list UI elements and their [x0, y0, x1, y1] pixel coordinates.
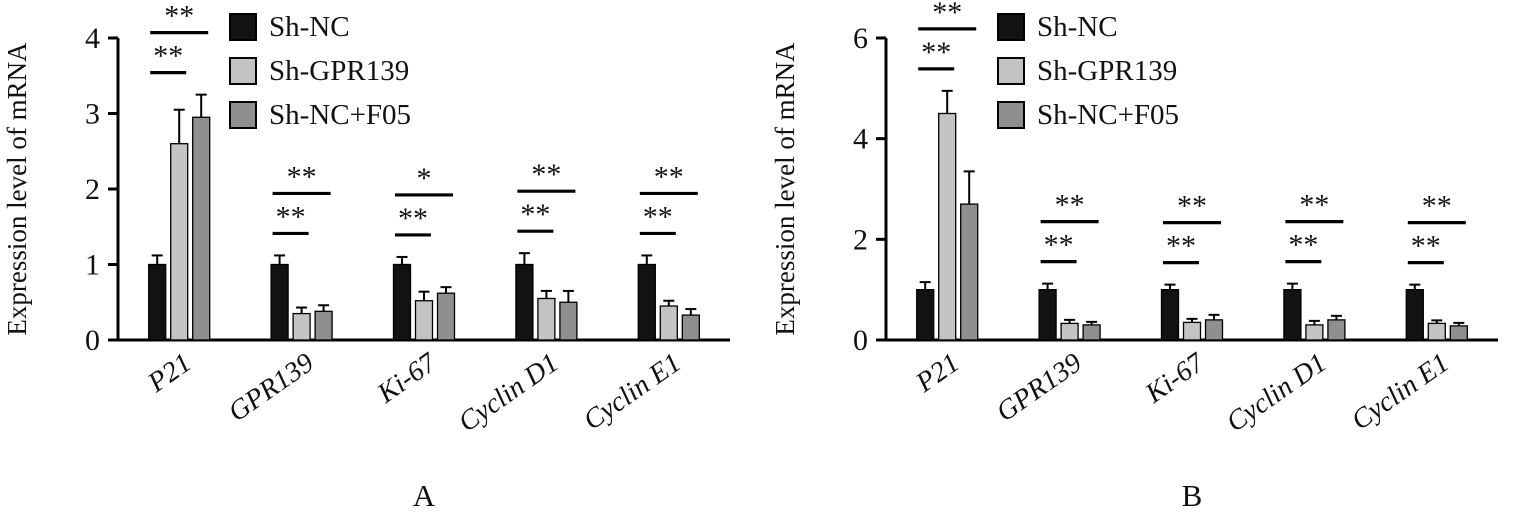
bar-Sh-NC+F05 [192, 116, 211, 341]
bar-Sh-NC [515, 263, 534, 341]
bar-Sh-NC+F05 [314, 310, 333, 341]
sig-label-lower: ** [520, 198, 550, 231]
sig-label-lower: ** [643, 200, 673, 233]
legend-swatch-3 [997, 101, 1025, 129]
x-category-label: Cyclin E1 [1346, 347, 1455, 436]
bar-Sh-NC [1160, 289, 1180, 341]
y-axis-label: Expression level of mRNA [2, 42, 32, 336]
bar-Sh-NC+F05 [1449, 325, 1468, 341]
sig-label-lower: ** [276, 200, 306, 233]
bar-Sh-NC+F05 [681, 314, 700, 341]
x-category-label: Ki-67 [1139, 347, 1211, 410]
sig-label-lower: ** [921, 36, 951, 69]
bar-Sh-GPR139 [537, 297, 556, 341]
bar-Sh-NC [916, 289, 935, 341]
sig-label-upper: ** [531, 158, 561, 191]
panel-letter: A [413, 478, 436, 513]
bar-Sh-GPR139 [1060, 322, 1079, 341]
y-tick-label: 2 [853, 223, 868, 256]
bar-Sh-GPR139 [1182, 321, 1202, 341]
y-axis-label: Expression level of mRNA [770, 42, 800, 336]
sig-label-lower: ** [1166, 230, 1196, 263]
legend-label-3: Sh-NC+F05 [1037, 99, 1179, 131]
legend-swatch-2 [229, 57, 257, 85]
y-tick-label: 0 [85, 324, 100, 357]
bar-Sh-NC+F05 [1082, 324, 1101, 341]
y-tick-label: 4 [85, 22, 100, 55]
sig-label-lower: ** [153, 40, 183, 73]
sig-label-upper: ** [1177, 190, 1207, 223]
panel-A: 0 1 2 3 4 Expression level of mRNA P21 ** ** GPR1… [2, 0, 730, 513]
bar-Sh-NC+F05 [1204, 319, 1224, 341]
bar-Sh-GPR139 [170, 143, 189, 341]
legend-label-1: Sh-NC [269, 11, 350, 43]
bar-Sh-GPR139 [659, 305, 678, 341]
sig-label-upper: ** [932, 0, 962, 29]
y-tick-label: 4 [853, 123, 868, 156]
legend-swatch-1 [229, 13, 257, 41]
y-tick-label: 3 [85, 98, 100, 131]
bar-Sh-NC [148, 263, 167, 341]
bar-Sh-GPR139 [292, 312, 311, 341]
legend-label-3: Sh-NC+F05 [269, 99, 411, 131]
sig-label-lower: ** [1411, 230, 1441, 263]
y-tick-label: 1 [85, 249, 100, 282]
bar-Sh-GPR139 [414, 300, 434, 341]
sig-label-upper: ** [654, 160, 684, 193]
sig-label-lower: ** [398, 202, 428, 235]
legend-swatch-2 [997, 57, 1025, 85]
sig-label-upper: ** [164, 0, 194, 33]
legend-label-2: Sh-GPR139 [269, 55, 409, 87]
x-category-label: P21 [910, 347, 966, 399]
panel-letter: B [1182, 478, 1203, 513]
legend-swatch-1 [997, 13, 1025, 41]
x-category-label: Cyclin D1 [1221, 347, 1332, 438]
sig-label-upper: ** [1422, 190, 1452, 223]
legend-label-1: Sh-NC [1037, 11, 1118, 43]
x-category-label: Cyclin E1 [578, 347, 687, 436]
x-category-label: P21 [142, 347, 198, 399]
x-category-label: GPR139 [991, 347, 1088, 428]
x-category-label: GPR139 [223, 347, 320, 428]
bar-Sh-NC [392, 263, 412, 341]
bar-Sh-GPR139 [1305, 324, 1324, 341]
legend-label-2: Sh-GPR139 [1037, 55, 1177, 87]
y-tick-label: 6 [853, 22, 868, 55]
bar-Sh-NC [637, 263, 656, 341]
sig-label-upper: * [417, 162, 432, 195]
bar-Sh-NC [270, 263, 289, 341]
bar-Sh-NC+F05 [436, 292, 456, 341]
y-tick-label: 0 [853, 324, 868, 357]
bar-Sh-GPR139 [938, 112, 957, 341]
y-tick-label: 2 [85, 173, 100, 206]
sig-label-lower: ** [1044, 229, 1074, 262]
x-category-label: Ki-67 [371, 347, 443, 410]
sig-label-upper: ** [287, 160, 317, 193]
legend-swatch-3 [229, 101, 257, 129]
x-category-label: Cyclin D1 [453, 347, 564, 438]
sig-label-upper: ** [1299, 189, 1329, 222]
bar-Sh-GPR139 [1427, 322, 1446, 341]
bar-Sh-NC+F05 [559, 301, 578, 341]
bar-Sh-NC [1038, 289, 1057, 341]
bar-chart-panel-B: 0 2 4 6 Expression level of mRNA P21 ** ** GPR13… [770, 0, 1498, 513]
bar-Sh-NC+F05 [960, 203, 979, 341]
bar-Sh-NC [1283, 289, 1302, 341]
sig-label-upper: ** [1055, 189, 1085, 222]
bar-chart-panel-A: 0 1 2 3 4 Expression level of mRNA P21 ** ** GPR1… [2, 0, 730, 513]
bar-Sh-NC+F05 [1327, 319, 1346, 341]
bar-Sh-NC [1405, 289, 1424, 341]
sig-label-lower: ** [1288, 229, 1318, 262]
panel-B: 0 2 4 6 Expression level of mRNA P21 ** ** GPR13… [768, 0, 1536, 521]
